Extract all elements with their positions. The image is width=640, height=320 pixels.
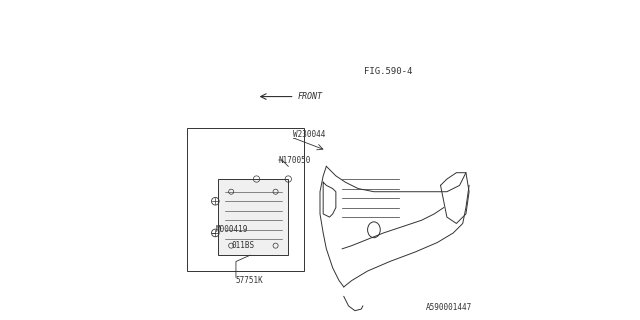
Text: A590001447: A590001447 xyxy=(426,303,472,312)
Text: FIG.590-4: FIG.590-4 xyxy=(364,67,413,76)
Bar xyxy=(187,128,304,271)
Text: FRONT: FRONT xyxy=(298,92,323,101)
Bar xyxy=(218,179,288,255)
Text: M000419: M000419 xyxy=(215,225,248,234)
Text: 57751K: 57751K xyxy=(236,276,264,285)
Text: W230044: W230044 xyxy=(293,130,325,139)
Text: N170050: N170050 xyxy=(279,156,311,164)
Text: 011BS: 011BS xyxy=(231,241,254,250)
